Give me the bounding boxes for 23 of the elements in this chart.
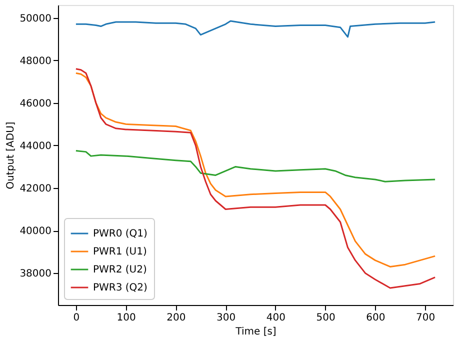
legend-label: PWR2 (U2) bbox=[93, 264, 147, 276]
y-tick-label: 48000 bbox=[20, 56, 52, 67]
legend-label: PWR1 (U1) bbox=[93, 246, 147, 258]
y-axis-title: Output [ADU] bbox=[6, 122, 17, 190]
x-tick-label: 200 bbox=[166, 312, 186, 324]
y-tick-label: 40000 bbox=[20, 226, 52, 238]
legend-label: PWR0 (Q1) bbox=[93, 228, 148, 240]
x-tick-label: 500 bbox=[316, 312, 336, 324]
y-tick-label: 42000 bbox=[20, 183, 52, 194]
x-tick-label: 700 bbox=[416, 312, 436, 324]
y-tick-label: 46000 bbox=[20, 98, 52, 110]
x-tick-label: 600 bbox=[366, 312, 386, 324]
y-tick-label: 44000 bbox=[20, 140, 52, 152]
x-tick-label: 300 bbox=[216, 312, 236, 324]
line-series bbox=[75, 20, 436, 38]
x-tick-label: 100 bbox=[116, 312, 136, 324]
line-series bbox=[75, 150, 436, 182]
y-tick-label: 38000 bbox=[20, 268, 52, 280]
y-tick-label: 50000 bbox=[20, 13, 52, 24]
x-tick-label: 400 bbox=[266, 312, 286, 324]
x-tick-label: 0 bbox=[73, 312, 80, 324]
x-axis-title: Time [s] bbox=[234, 326, 276, 338]
legend-label: PWR3 (Q2) bbox=[93, 282, 148, 294]
